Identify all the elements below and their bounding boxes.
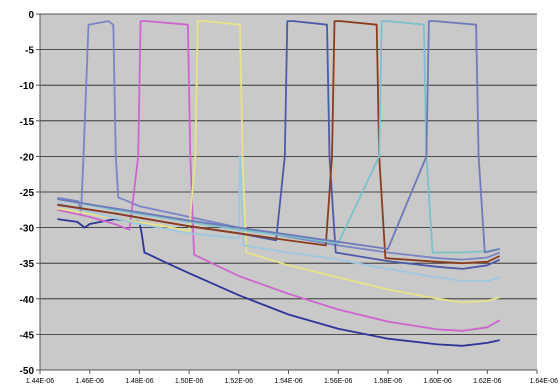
y-tick-label: -40 — [20, 295, 35, 306]
x-tick-label: 1.54E-06 — [274, 378, 303, 385]
y-tick-label: 0 — [28, 10, 34, 21]
series-line-3 — [57, 20, 501, 332]
y-tick-label: -20 — [20, 152, 35, 163]
series-group — [57, 20, 501, 347]
x-tick-label: 1.46E-06 — [75, 378, 104, 385]
x-tick-labels: 1.44E-06 1.46E-06 1.48E-06 1.50E-06 1.52E-06… — [26, 370, 558, 385]
series-line-7 — [57, 20, 501, 265]
y-tick-label: -30 — [20, 224, 35, 235]
y-tick-label: -25 — [20, 188, 35, 199]
x-tick-label: 1.44E-06 — [26, 378, 55, 385]
series-line-2 — [57, 218, 500, 347]
series-line-4 — [57, 20, 500, 304]
y-tick-labels: 0 -5 -10 -15 -20 -25 -30 -35 -40 -45 -50 — [20, 10, 35, 377]
x-tick-label: 1.58E-06 — [374, 378, 403, 385]
y-tick-label: -5 — [25, 46, 34, 57]
y-tick-label: -45 — [20, 330, 35, 341]
series-line-9 — [57, 20, 500, 254]
x-tick-label: 1.48E-06 — [125, 378, 154, 385]
x-tick-label: 1.60E-06 — [423, 378, 452, 385]
y-tick-label: -50 — [20, 366, 35, 377]
x-tick-label: 1.52E-06 — [225, 378, 254, 385]
y-tick-label: -35 — [20, 259, 35, 270]
series-line-8 — [57, 20, 500, 254]
y-tick-label: -15 — [20, 117, 35, 128]
x-tick-label: 1.62E-06 — [473, 378, 502, 385]
y-tick-label: -10 — [20, 81, 35, 92]
x-tick-label: 1.50E-06 — [175, 378, 204, 385]
series-line-5 — [57, 155, 500, 282]
x-tick-label: 1.64E-06 — [530, 378, 559, 385]
x-tick-label: 1.56E-06 — [324, 378, 353, 385]
